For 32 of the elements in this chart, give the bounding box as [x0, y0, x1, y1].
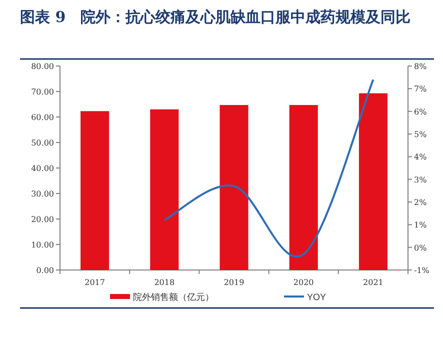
y2-tick-label: 2%	[414, 198, 428, 207]
y-tick-label: 40.00	[31, 164, 54, 173]
y2-tick-label: 3%	[414, 175, 428, 184]
bar	[358, 93, 388, 270]
y2-tick-label: 4%	[414, 152, 428, 162]
x-tick-label: 2017	[84, 278, 105, 287]
bar	[80, 111, 110, 270]
y-tick-label: 0.00	[36, 266, 54, 275]
chart-title: 图表 9 院外：抗心绞痛及心肌缺血口服中成药规模及同比	[20, 7, 412, 28]
y2-tick-label: 7%	[414, 84, 428, 94]
y-tick-label: 50.00	[31, 138, 54, 148]
y2-tick-label: 8%	[414, 62, 428, 71]
bar	[289, 105, 318, 270]
bar	[220, 105, 248, 270]
x-tick-label: 2021	[363, 278, 384, 287]
x-tick-label: 2019	[224, 278, 244, 287]
y-tick-label: 80.00	[31, 62, 54, 71]
y2-tick-label: -1%	[414, 266, 430, 275]
legend-label: 院外销售额（亿元）	[133, 292, 214, 302]
bar	[150, 109, 179, 270]
y-tick-label: 70.00	[31, 88, 54, 96]
y2-tick-label: 0%	[414, 243, 428, 252]
y-tick-label: 60.00	[31, 113, 54, 122]
x-tick-label: 2020	[293, 278, 314, 287]
y-tick-label: 30.00	[31, 190, 54, 198]
y2-tick-label: 5%	[414, 130, 428, 139]
y2-tick-label: 1%	[414, 220, 428, 230]
y-tick-label: 20.00	[31, 215, 54, 224]
y2-tick-label: 6%	[414, 107, 428, 116]
y-tick-label: 10.00	[31, 240, 54, 250]
x-tick-label: 2018	[154, 278, 175, 287]
legend-label: YOY	[307, 292, 326, 302]
